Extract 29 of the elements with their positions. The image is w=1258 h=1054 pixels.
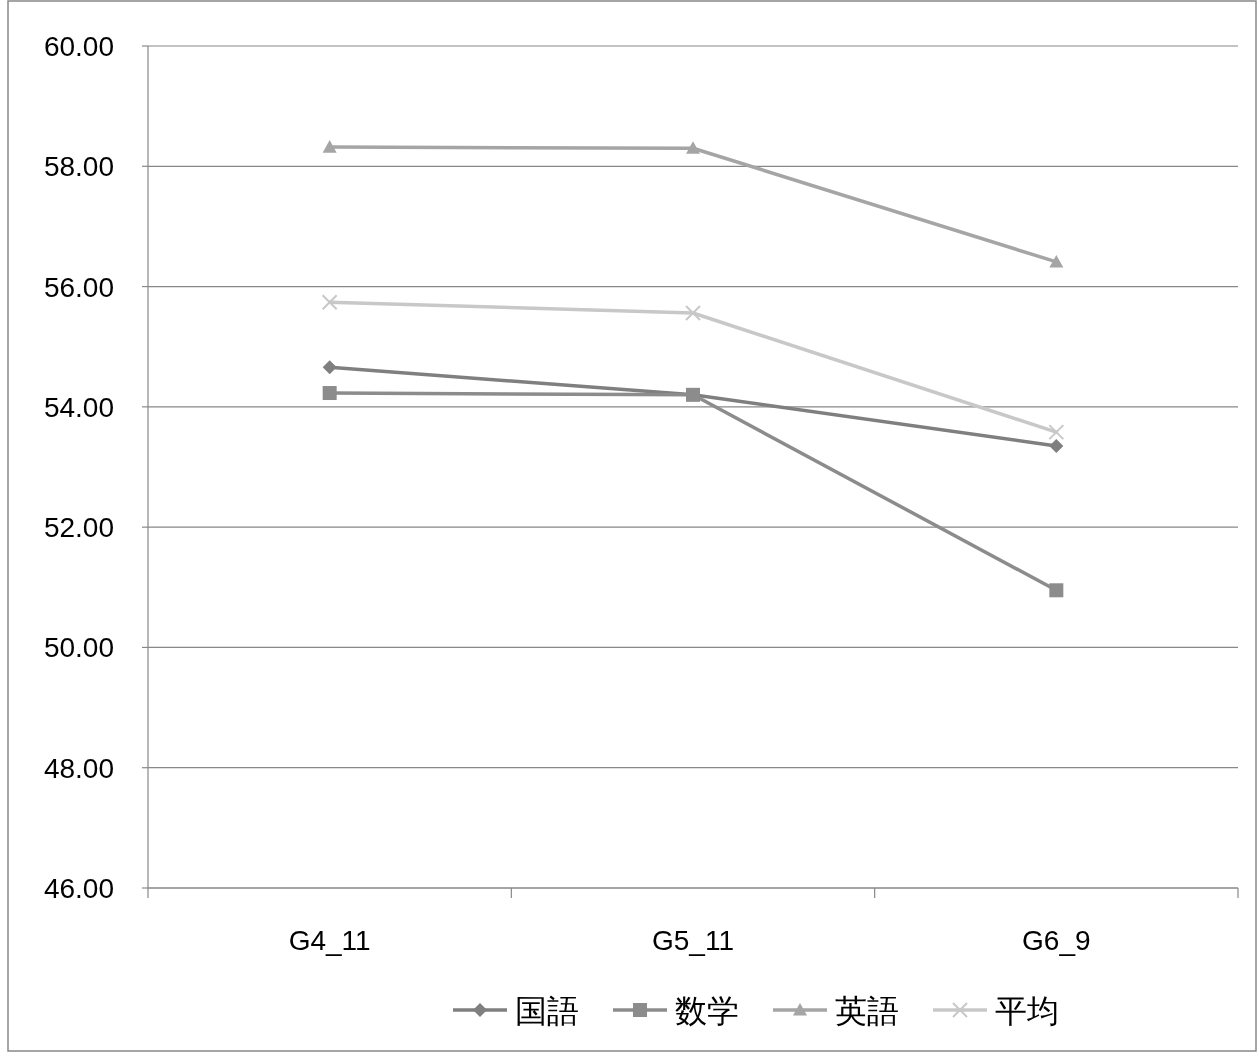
legend-label: 数学 — [675, 993, 739, 1029]
legend-label: 国語 — [515, 993, 579, 1029]
point — [322, 140, 337, 153]
point — [686, 141, 700, 154]
y-tick-label: 48.00 — [43, 752, 114, 784]
point — [1049, 583, 1064, 598]
x-tick-label: G4_11 — [288, 925, 371, 956]
point — [322, 360, 337, 375]
legend-item: 国語 — [453, 993, 579, 1029]
point — [1049, 438, 1064, 453]
point — [1049, 254, 1064, 268]
x-tick-label: G5_11 — [652, 925, 734, 956]
x-tick-label: G6_9 — [1022, 925, 1091, 956]
y-tick-label: 46.00 — [43, 873, 114, 904]
legend-label: 平均 — [995, 993, 1059, 1029]
point — [685, 305, 701, 322]
legend-item: 平均 — [933, 993, 1059, 1029]
legend-label: 英語 — [835, 993, 899, 1029]
y-tick-label: 60.00 — [43, 31, 114, 62]
y-tick-label: 58.00 — [43, 151, 114, 183]
y-tick-label: 50.00 — [43, 632, 114, 664]
legend-item: 数学 — [613, 993, 739, 1029]
point — [322, 386, 337, 401]
legend-item: 英語 — [773, 993, 899, 1029]
y-tick-label: 52.00 — [43, 512, 114, 544]
y-tick-label: 56.00 — [43, 271, 114, 303]
y-tick-label: 54.00 — [43, 391, 114, 423]
point — [1048, 424, 1065, 441]
point — [321, 294, 338, 311]
